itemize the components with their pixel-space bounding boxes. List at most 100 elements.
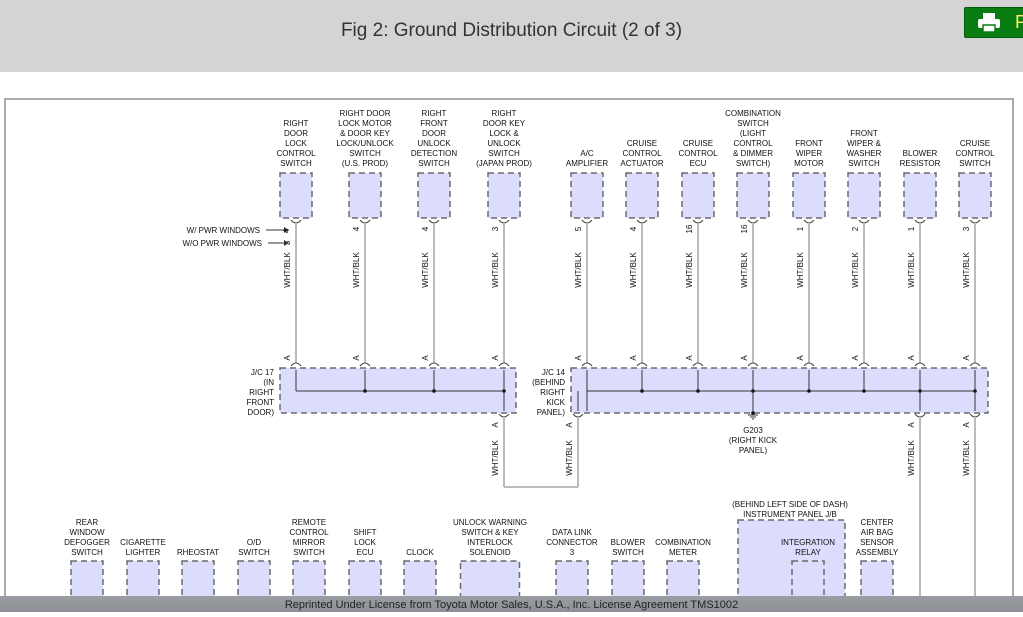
ground-label: PANEL) xyxy=(739,446,768,455)
pin-number: 16 xyxy=(740,224,749,233)
component-label: MIRROR xyxy=(293,538,326,547)
pin-letter: A xyxy=(962,355,971,361)
note-without-pwr: W/O PWR WINDOWS xyxy=(182,239,262,248)
component-label: REMOTE xyxy=(292,518,326,527)
component-label: REAR xyxy=(76,518,98,527)
component-label: CLOCK xyxy=(406,548,434,557)
junction-label: J/C 17 xyxy=(251,368,275,377)
component-label: O/D xyxy=(247,538,261,547)
component-label: ACTUATOR xyxy=(620,159,663,168)
component-box xyxy=(279,172,313,219)
component-label: A/C xyxy=(580,149,594,158)
component-label: SWITCH xyxy=(959,159,991,168)
pin-letter: A xyxy=(491,422,500,428)
component-label: SWITCH xyxy=(737,119,769,128)
wire-color-label: WHT/BLK xyxy=(491,252,500,288)
connector-mark xyxy=(858,362,870,367)
component-box xyxy=(417,172,451,219)
page-title: Fig 2: Ground Distribution Circuit (2 of… xyxy=(340,20,683,41)
wire-color-label: WHT/BLK xyxy=(283,252,292,288)
component-label: DETECTION xyxy=(411,149,457,158)
component-box xyxy=(847,172,881,219)
component-label: SHIFT xyxy=(353,528,376,537)
component-label: ECU xyxy=(690,159,707,168)
component-label: FRONT xyxy=(850,129,878,138)
wire-color-label: WHT/BLK xyxy=(352,252,361,288)
component-box xyxy=(681,172,715,219)
component-label: (LIGHT xyxy=(740,129,766,138)
wire-color-label: WHT/BLK xyxy=(421,252,430,288)
component-label: CONTROL xyxy=(622,149,662,158)
pin-letter: A xyxy=(796,355,805,361)
splice-dot xyxy=(807,389,811,393)
wire-color-label: WHT/BLK xyxy=(796,252,805,288)
pin-number: 16 xyxy=(685,224,694,233)
component-label: DOOR xyxy=(422,129,446,138)
junction-label: J/C 14 xyxy=(542,368,566,377)
instrument-panel-label: (BEHIND LEFT SIDE OF DASH) xyxy=(732,500,848,509)
component-label: RESISTOR xyxy=(900,159,941,168)
component-label: FRONT xyxy=(420,119,448,128)
wire-color-label: WHT/BLK xyxy=(565,440,574,476)
printer-icon xyxy=(978,13,1000,32)
print-button[interactable]: P xyxy=(964,7,1023,38)
component-label: & DOOR KEY xyxy=(340,129,390,138)
component-label: FRONT xyxy=(795,139,823,148)
pin-letter: A xyxy=(907,422,916,428)
component-box xyxy=(958,172,992,219)
component-label: CRUISE xyxy=(627,139,657,148)
component-label: AMPLIFIER xyxy=(566,159,608,168)
component-label: ECU xyxy=(357,548,374,557)
component-label: SWITCH xyxy=(238,548,270,557)
print-label: P xyxy=(1015,12,1023,32)
component-label: RIGHT xyxy=(422,109,447,118)
component-label: LOCK xyxy=(354,538,376,547)
component-label: LOCK/UNLOCK xyxy=(336,139,394,148)
wire-color-label: WHT/BLK xyxy=(491,440,500,476)
connector-mark xyxy=(914,362,926,367)
component-label: RIGHT xyxy=(284,119,309,128)
component-label: ASSEMBLY xyxy=(856,548,899,557)
wire-color-label: WHT/BLK xyxy=(851,252,860,288)
pin-letter: A xyxy=(907,355,916,361)
component-label: WIPER xyxy=(796,149,822,158)
integration-relay-label: RELAY xyxy=(795,548,821,557)
ground-label: G203 xyxy=(743,426,763,435)
pin-letter: A xyxy=(962,422,971,428)
pin-number: 1 xyxy=(796,226,805,231)
pin-letter: A xyxy=(565,422,574,428)
connector-mark xyxy=(359,362,371,367)
component-label: CONTROL xyxy=(276,149,316,158)
component-label: RIGHT DOOR xyxy=(340,109,391,118)
connector-mark xyxy=(747,362,759,367)
component-label: LIGHTER xyxy=(126,548,161,557)
component-label: CRUISE xyxy=(960,139,990,148)
junction-label: FRONT xyxy=(246,398,274,407)
pin-letter: A xyxy=(421,355,430,361)
component-label: (U.S. PROD) xyxy=(342,159,389,168)
component-box xyxy=(570,172,604,219)
component-label: SWITCH xyxy=(612,548,644,557)
component-label: SWITCH & KEY xyxy=(461,528,519,537)
header: Fig 2: Ground Distribution Circuit (2 of… xyxy=(0,0,1023,72)
component-label: 3 xyxy=(570,548,575,557)
component-box xyxy=(625,172,659,219)
splice-dot xyxy=(640,389,644,393)
integration-relay-label: INTEGRATION xyxy=(781,538,835,547)
component-label: SWITCH xyxy=(848,159,880,168)
connector-mark xyxy=(636,362,648,367)
component-label: CENTER xyxy=(861,518,894,527)
instrument-panel-label: INSTRUMENT PANEL J/B xyxy=(743,510,837,519)
junction-label: RIGHT xyxy=(249,388,274,397)
component-label: SENSOR xyxy=(860,538,894,547)
component-label: WINDOW xyxy=(69,528,105,537)
pin-letter: A xyxy=(491,355,500,361)
connector-mark xyxy=(581,362,593,367)
ground-label: (RIGHT KICK xyxy=(729,436,778,445)
component-label: UNLOCK xyxy=(487,139,521,148)
pin-letter: A xyxy=(740,355,749,361)
component-label: SWITCH xyxy=(293,548,325,557)
connector-mark xyxy=(428,362,440,367)
component-box xyxy=(792,172,826,219)
junction-label: KICK xyxy=(546,398,565,407)
